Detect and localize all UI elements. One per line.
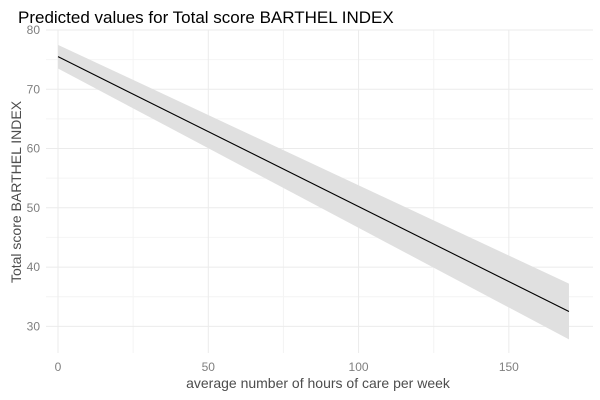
y-tick-label: 30 — [27, 319, 41, 333]
x-tick-label: 50 — [202, 360, 216, 374]
chart-title: Predicted values for Total score BARTHEL… — [18, 8, 394, 27]
x-tick-label: 100 — [349, 360, 369, 374]
x-axis-ticks: 0 50 100 150 — [55, 360, 519, 374]
y-tick-label: 50 — [27, 201, 41, 215]
y-axis-ticks: 30 40 50 60 70 80 — [27, 23, 41, 333]
confidence-band — [58, 44, 569, 340]
y-tick-label: 70 — [27, 82, 41, 96]
y-tick-label: 60 — [27, 142, 41, 156]
prediction-line — [57, 56, 570, 313]
x-tick-label: 150 — [499, 360, 519, 374]
y-tick-label: 80 — [27, 23, 41, 37]
x-axis-title: average number of hours of care per week — [186, 375, 451, 391]
prediction-line-layer — [57, 56, 570, 313]
confidence-band-layer — [58, 44, 569, 340]
y-tick-label: 40 — [27, 260, 41, 274]
x-tick-label: 0 — [55, 360, 62, 374]
y-axis-title: Total score BARTHEL INDEX — [8, 100, 24, 283]
